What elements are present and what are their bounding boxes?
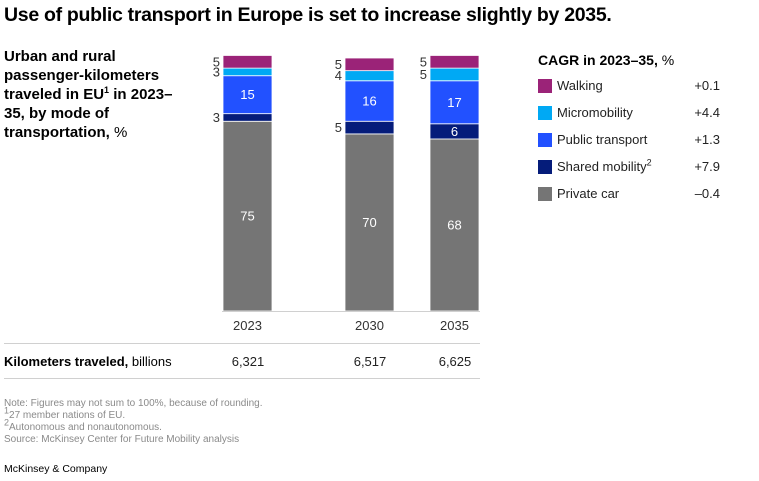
- data-label: 3: [213, 110, 220, 125]
- data-label: 4: [335, 68, 342, 83]
- data-label: 16: [362, 94, 376, 109]
- legend-cagr-value: +4.4: [694, 105, 720, 120]
- data-label: 70: [362, 215, 376, 230]
- footnote-marker-1: 1: [104, 85, 110, 95]
- data-label: 5: [420, 54, 427, 69]
- km-row-label: Kilometers traveled, billions: [4, 354, 172, 369]
- subtitle-unit: %: [109, 124, 128, 141]
- bar-segment-public-transport-2023: [222, 75, 273, 115]
- km-label-unit: billions: [128, 354, 172, 369]
- legend-item-micromobility: Micromobility +4.4: [538, 101, 728, 128]
- legend-label: Micromobility: [557, 105, 633, 120]
- bar-segment-shared-mobility-2030: [344, 120, 395, 135]
- x-tick-label-2023: 2023: [233, 318, 262, 333]
- source-note: Source: McKinsey Center for Future Mobil…: [4, 434, 240, 445]
- legend-cagr-value: +7.9: [694, 159, 720, 174]
- legend-title-unit: %: [657, 52, 675, 68]
- footnote-1-mark: 1: [4, 405, 10, 416]
- x-tick-label-2030: 2030: [355, 318, 384, 333]
- legend-swatch: [538, 187, 552, 201]
- footnote-1-text: 27 member nations of EU.: [9, 410, 126, 421]
- legend-label: Walking: [557, 78, 603, 93]
- subtitle-text-cont: in 2023–35, by mode of transportation,: [4, 86, 173, 141]
- data-label: 68: [447, 217, 461, 232]
- km-value-2023: 6,321: [231, 354, 265, 369]
- footnote-2-mark: 2: [4, 417, 10, 428]
- footnote-2-text: Autonomous and nonautonomous.: [9, 422, 162, 433]
- km-value-2035: 6,625: [438, 354, 472, 369]
- subtitle-text: Urban and rural passenger-kilometers tra…: [4, 48, 160, 103]
- bar-segment-public-transport-2030: [344, 80, 395, 122]
- legend-label: Public transport: [557, 132, 648, 147]
- legend-swatch: [538, 160, 552, 174]
- legend-item-walking: Walking +0.1: [538, 74, 728, 101]
- data-label: 17: [447, 95, 461, 110]
- legend-item-private-car: Private car –0.4: [538, 182, 728, 209]
- data-label: 5: [335, 57, 342, 72]
- legend-label: Shared mobility2: [557, 157, 652, 174]
- bar-segment-walking-2030: [344, 57, 395, 72]
- chart-subtitle: Urban and rural passenger-kilometers tra…: [4, 47, 184, 142]
- bar-segment-shared-mobility-2023: [222, 113, 273, 122]
- legend-cagr-value: –0.4: [694, 186, 720, 201]
- note-rounding: Note: Figures may not sum to 100%, becau…: [4, 398, 263, 409]
- data-label: 5: [335, 120, 342, 135]
- legend: CAGR in 2023–35, % Walking +0.1 Micromobil…: [538, 52, 728, 209]
- chart-title: Use of public transport in Europe is set…: [4, 4, 612, 26]
- bar-segment-private-car-2035: [429, 138, 480, 312]
- legend-cagr-value: +0.1: [694, 78, 720, 93]
- bar-segment-micromobility-2035: [429, 67, 480, 82]
- legend-swatch: [538, 133, 552, 147]
- data-label: 6: [451, 124, 458, 139]
- data-label: 5: [420, 67, 427, 82]
- legend-title-text: CAGR in 2023–35,: [538, 52, 658, 68]
- bar-segment-walking-2035: [429, 55, 480, 69]
- footnote-1: 127 member nations of EU.: [4, 406, 262, 422]
- footnotes: Note: Figures may not sum to 100%, becau…: [4, 398, 262, 446]
- bar-segment-walking-2023: [222, 55, 273, 69]
- footnote-marker-2: 2: [646, 157, 652, 168]
- legend-cagr-value: +1.3: [694, 132, 720, 147]
- brand-logo-text: McKinsey & Company: [4, 463, 108, 475]
- legend-label: Private car: [557, 186, 620, 201]
- data-label: 15: [240, 87, 254, 102]
- footnote-2: 2Autonomous and nonautonomous.: [4, 418, 262, 434]
- legend-item-shared-mobility: Shared mobility2 +7.9: [538, 155, 728, 182]
- table-divider-bottom: [4, 378, 480, 379]
- data-label: 5: [213, 54, 220, 69]
- bar-segment-micromobility-2023: [222, 67, 273, 77]
- legend-title: CAGR in 2023–35, %: [538, 52, 728, 68]
- data-label: 75: [240, 209, 254, 224]
- table-divider-top: [4, 343, 480, 344]
- data-label: 3: [213, 64, 220, 79]
- x-tick-label-2035: 2035: [440, 318, 469, 333]
- km-value-2030: 6,517: [353, 354, 387, 369]
- km-label-bold: Kilometers traveled,: [4, 354, 129, 369]
- legend-swatch: [538, 106, 552, 120]
- bar-segment-micromobility-2030: [344, 70, 395, 82]
- legend-swatch: [538, 79, 552, 93]
- legend-item-public-transport: Public transport +1.3: [538, 128, 728, 155]
